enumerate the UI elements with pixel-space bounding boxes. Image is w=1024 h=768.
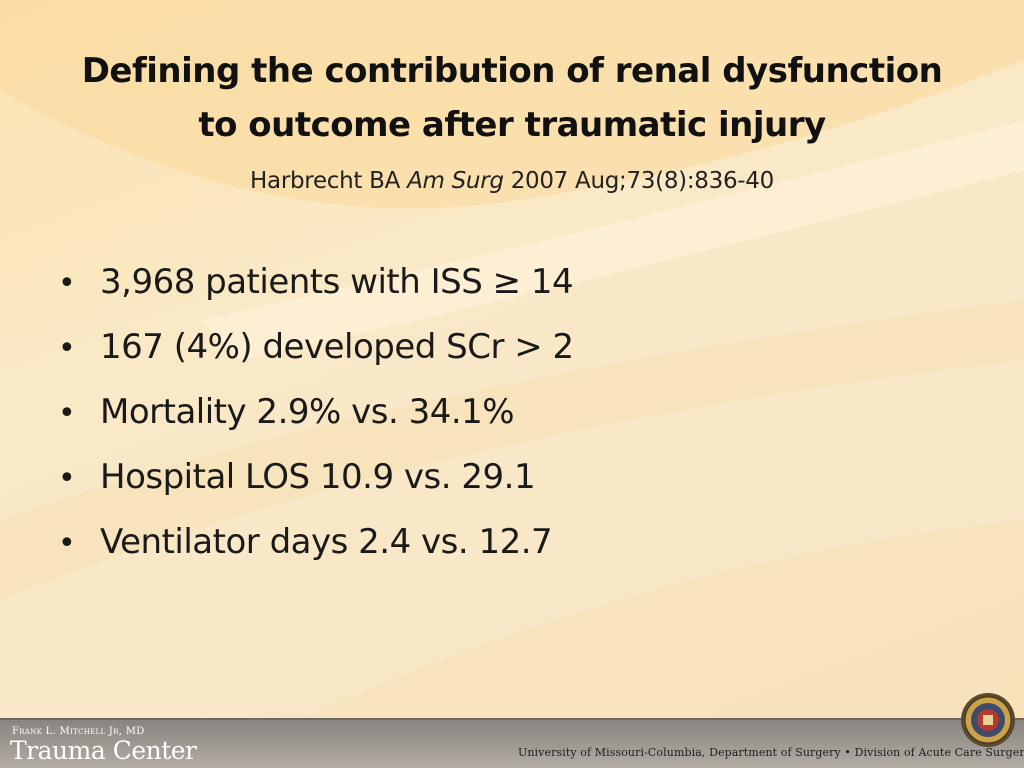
bullet-item: • Mortality 2.9% vs. 34.1% [58, 392, 574, 457]
bullet-icon: • [58, 266, 76, 301]
bullet-item: • 167 (4%) developed SCr > 2 [58, 327, 574, 392]
trauma-center-logo-subtitle: Frank L. Mitchell Jr, MD [12, 726, 145, 737]
bullet-text: 167 (4%) developed SCr > 2 [100, 327, 574, 367]
title-line-2: to outcome after traumatic injury [198, 105, 826, 145]
university-seal-icon [961, 693, 1015, 747]
bullet-text: Hospital LOS 10.9 vs. 29.1 [100, 457, 536, 497]
footer-bar [0, 720, 1024, 768]
trauma-center-logo: Trauma Center [10, 736, 197, 765]
bullet-text: Ventilator days 2.4 vs. 12.7 [100, 522, 553, 562]
bullet-icon: • [58, 526, 76, 561]
footer-divider [0, 718, 1024, 721]
citation-author: Harbrecht BA [250, 168, 401, 194]
citation-journal: Am Surg [407, 168, 504, 194]
bullet-item: • Ventilator days 2.4 vs. 12.7 [58, 522, 574, 587]
background-waves [0, 0, 1024, 720]
bullet-item: • 3,968 patients with ISS ≥ 14 [58, 262, 574, 327]
slide-title: Defining the contribution of renal dysfu… [40, 44, 984, 152]
bullet-text: Mortality 2.9% vs. 34.1% [100, 392, 515, 432]
bullet-icon: • [58, 331, 76, 366]
bullet-icon: • [58, 396, 76, 431]
bullet-list: • 3,968 patients with ISS ≥ 14 • 167 (4%) … [58, 262, 574, 587]
bullet-item: • Hospital LOS 10.9 vs. 29.1 [58, 457, 574, 522]
bullet-icon: • [58, 461, 76, 496]
affiliation-text: University of Missouri-Columbia, Departm… [518, 746, 1024, 759]
title-line-1: Defining the contribution of renal dysfu… [81, 51, 943, 91]
citation: Harbrecht BA Am Surg 2007 Aug;73(8):836-… [40, 168, 984, 194]
citation-details: 2007 Aug;73(8):836-40 [510, 168, 775, 194]
bullet-text: 3,968 patients with ISS ≥ 14 [100, 262, 574, 302]
